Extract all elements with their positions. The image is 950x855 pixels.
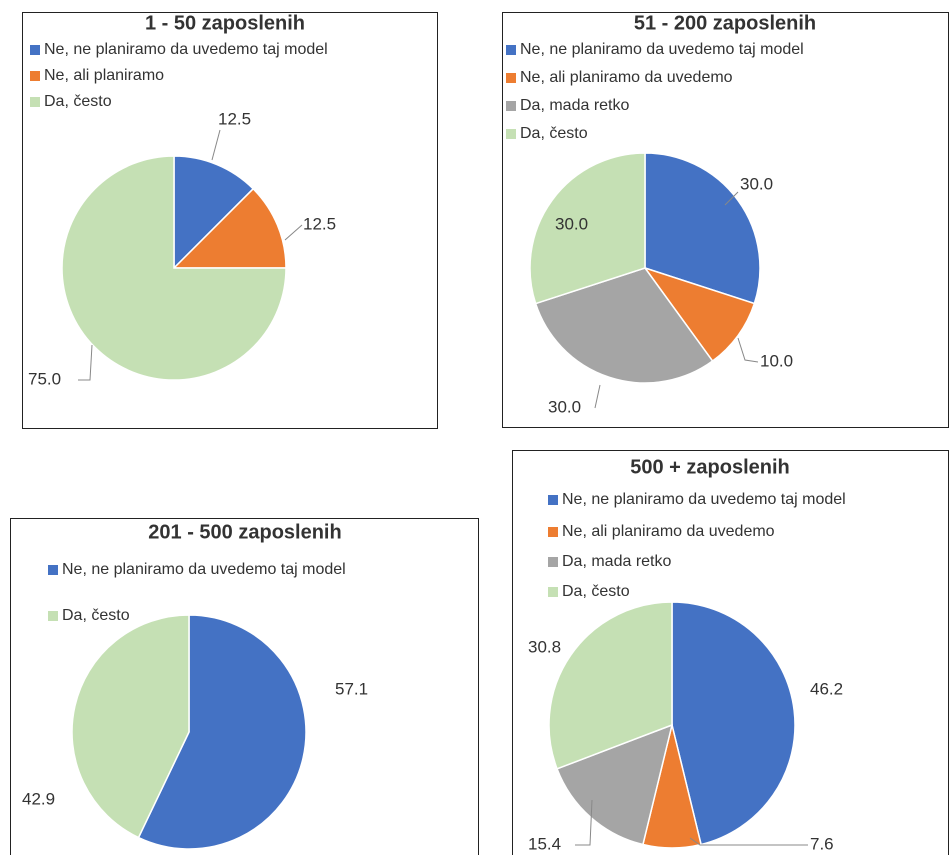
pie-slice bbox=[137, 614, 307, 850]
data-label: 42.9 bbox=[22, 789, 55, 808]
pie-slice bbox=[173, 155, 255, 270]
leader-line bbox=[689, 837, 808, 846]
legend-swatch bbox=[548, 557, 558, 567]
pie-slice bbox=[172, 187, 287, 269]
legend-swatch bbox=[48, 611, 58, 621]
legend-label: Ne, ne planiramo da uvedemo taj model bbox=[520, 41, 804, 58]
pie-slice bbox=[534, 267, 714, 384]
legend-swatch bbox=[548, 587, 558, 597]
chart-title: 201 - 500 zaposlenih bbox=[148, 521, 341, 543]
legend-label: Ne, ali planiramo da uvedemo bbox=[562, 523, 775, 540]
chart-title: 51 - 200 zaposlenih bbox=[634, 12, 816, 34]
pie-slice bbox=[644, 152, 761, 305]
legend-swatch bbox=[30, 45, 40, 55]
legend-swatch bbox=[548, 495, 558, 505]
leader-line bbox=[211, 129, 221, 161]
legend-label: Da, često bbox=[62, 607, 130, 624]
pie-slice bbox=[529, 152, 646, 305]
leader-line bbox=[575, 799, 593, 846]
chart-title: 1 - 50 zaposlenih bbox=[145, 12, 305, 34]
legend-label: Da, mada retko bbox=[562, 553, 671, 570]
legend-label: Ne, ne planiramo da uvedemo taj model bbox=[62, 561, 346, 578]
legend-swatch bbox=[506, 101, 516, 111]
data-label: 57.1 bbox=[335, 679, 368, 698]
legend-label: Da, mada retko bbox=[520, 97, 629, 114]
data-label: 15.4 bbox=[528, 834, 561, 853]
data-label: 30.0 bbox=[740, 174, 773, 193]
legend-label: Da, često bbox=[44, 93, 112, 110]
data-label: 30.8 bbox=[528, 637, 561, 656]
leader-line bbox=[724, 191, 739, 206]
pie-slice bbox=[643, 266, 756, 363]
pie-slice bbox=[71, 614, 190, 839]
data-label: 10.0 bbox=[760, 351, 793, 370]
pie-slice bbox=[556, 723, 674, 846]
legend-swatch bbox=[506, 129, 516, 139]
pie-slice bbox=[671, 601, 796, 846]
leader-line bbox=[284, 224, 303, 241]
legend-swatch bbox=[30, 97, 40, 107]
data-label: 7.6 bbox=[810, 834, 834, 853]
legend-swatch bbox=[48, 565, 58, 575]
legend-label: Da, često bbox=[520, 125, 588, 142]
chart-title: 500 + zaposlenih bbox=[630, 456, 790, 478]
legend-label: Ne, ali planiramo bbox=[44, 67, 164, 84]
data-label: 30.0 bbox=[548, 397, 581, 416]
legend-swatch bbox=[506, 45, 516, 55]
pie-slice bbox=[61, 155, 287, 381]
legend-label: Da, često bbox=[562, 583, 630, 600]
legend-label: Ne, ne planiramo da uvedemo taj model bbox=[562, 491, 846, 508]
data-label: 75.0 bbox=[28, 369, 61, 388]
data-label: 46.2 bbox=[810, 679, 843, 698]
data-label: 12.5 bbox=[303, 214, 336, 233]
legend-label: Ne, ne planiramo da uvedemo taj model bbox=[44, 41, 328, 58]
legend-swatch bbox=[506, 73, 516, 83]
leader-line bbox=[594, 384, 601, 409]
data-label: 30.0 bbox=[555, 214, 588, 233]
legend-swatch bbox=[548, 527, 558, 537]
legend-label: Ne, ali planiramo da uvedemo bbox=[520, 69, 733, 86]
leader-line bbox=[737, 337, 759, 363]
leader-line bbox=[78, 344, 93, 381]
pie-slice bbox=[548, 601, 673, 770]
legend-swatch bbox=[30, 71, 40, 81]
data-label: 12.5 bbox=[218, 109, 251, 128]
